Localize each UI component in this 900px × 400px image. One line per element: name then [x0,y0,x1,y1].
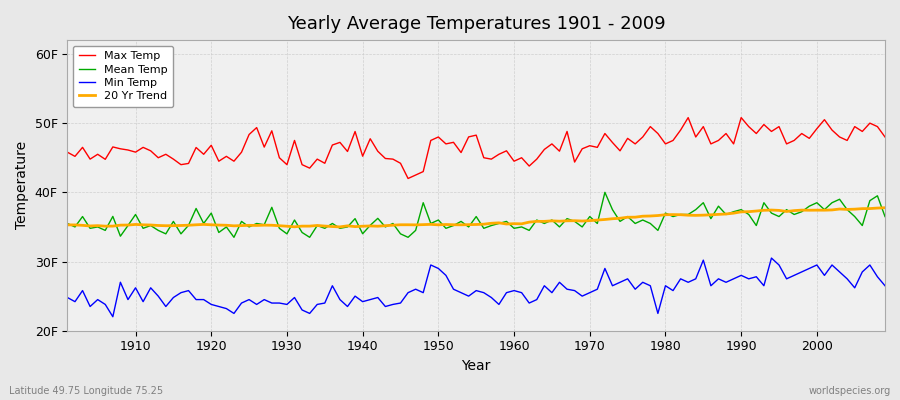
Min Temp [297,308,308,312]
Mean Temp [229,235,239,240]
Max Temp [508,159,519,164]
20 Yr Trend [335,224,346,229]
Line: 20 Yr Trend: 20 Yr Trend [68,208,885,227]
20 Yr Trend [62,222,73,227]
Mean Temp [508,226,519,231]
Min Temp [508,288,519,293]
Max Temp [879,134,890,139]
20 Yr Trend [122,223,133,228]
Mean Temp [297,230,308,235]
Max Temp [683,115,694,120]
Mean Temp [879,214,890,219]
Mean Temp [62,221,73,226]
20 Yr Trend [879,205,890,210]
Max Temp [122,148,133,152]
20 Yr Trend [608,216,618,221]
Title: Yearly Average Temperatures 1901 - 2009: Yearly Average Temperatures 1901 - 2009 [287,15,665,33]
Max Temp [517,155,527,160]
Line: Mean Temp: Mean Temp [68,192,885,237]
20 Yr Trend [517,222,527,226]
Min Temp [879,283,890,288]
Max Temp [289,138,300,143]
X-axis label: Year: Year [462,359,490,373]
Min Temp [517,290,527,295]
Min Temp [766,256,777,260]
Mean Temp [615,219,626,224]
Max Temp [608,140,618,145]
Min Temp [342,304,353,309]
Mean Temp [342,224,353,229]
Mean Temp [599,190,610,195]
Text: worldspecies.org: worldspecies.org [809,386,891,396]
Min Temp [62,295,73,300]
Min Temp [608,283,618,288]
Min Temp [130,286,141,290]
Max Temp [62,150,73,155]
20 Yr Trend [342,224,353,228]
Max Temp [335,140,346,145]
20 Yr Trend [508,221,519,226]
Text: Latitude 49.75 Longitude 75.25: Latitude 49.75 Longitude 75.25 [9,386,163,396]
Line: Max Temp: Max Temp [68,118,885,178]
Max Temp [402,176,413,181]
Min Temp [107,314,118,319]
20 Yr Trend [289,224,300,229]
Mean Temp [517,224,527,229]
Legend: Max Temp, Mean Temp, Min Temp, 20 Yr Trend: Max Temp, Mean Temp, Min Temp, 20 Yr Tre… [73,46,173,107]
Line: Min Temp: Min Temp [68,258,885,317]
Y-axis label: Temperature: Temperature [15,141,29,230]
Mean Temp [122,223,133,228]
